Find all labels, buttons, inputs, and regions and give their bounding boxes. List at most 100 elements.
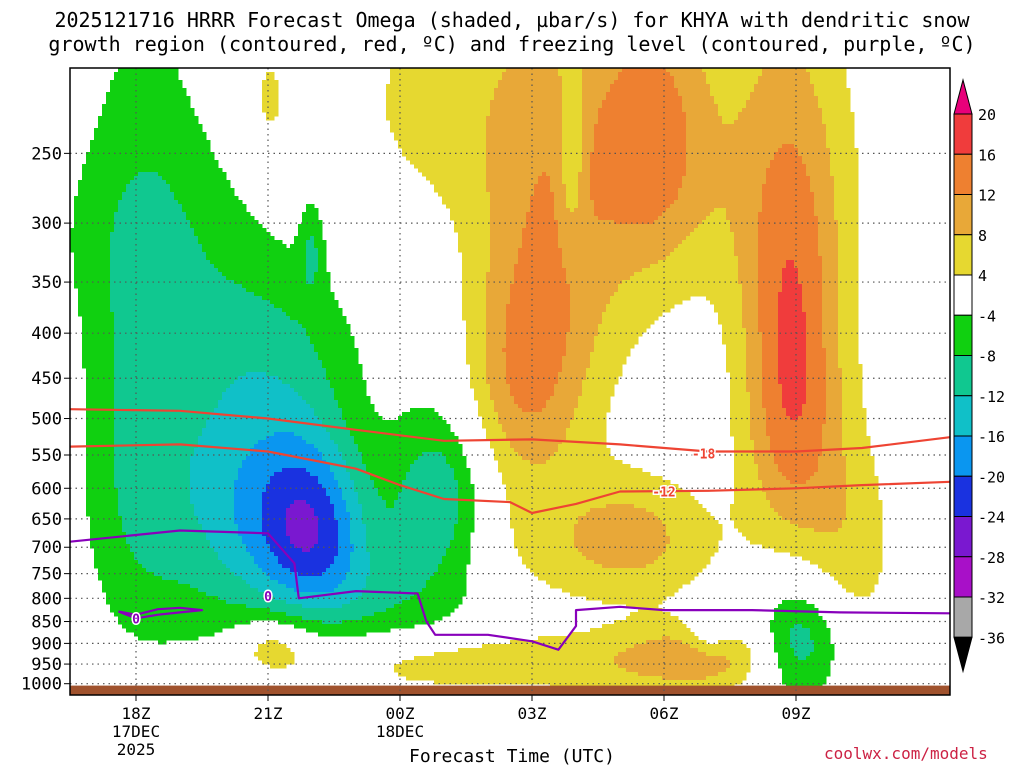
omega-cell: [226, 480, 231, 485]
omega-cell: [202, 408, 207, 413]
omega-cell: [190, 212, 195, 217]
omega-cell: [122, 308, 127, 313]
omega-cell: [210, 156, 215, 161]
omega-cell: [158, 564, 163, 569]
omega-cell: [106, 424, 111, 429]
omega-cell: [170, 604, 175, 609]
omega-cell: [122, 396, 127, 401]
omega-cell: [94, 456, 99, 461]
omega-cell: [190, 152, 195, 157]
omega-cell: [126, 420, 131, 425]
omega-cell: [170, 292, 175, 297]
omega-cell: [138, 348, 143, 353]
omega-cell: [226, 196, 231, 201]
omega-cell: [214, 548, 219, 553]
omega-cell: [174, 316, 179, 321]
omega-cell: [110, 208, 115, 213]
omega-cell: [210, 324, 215, 329]
omega-cell: [154, 188, 159, 193]
omega-cell: [178, 492, 183, 497]
omega-cell: [214, 520, 219, 525]
omega-cell: [170, 600, 175, 605]
omega-cell: [202, 280, 207, 285]
omega-cell: [222, 196, 227, 201]
omega-cell: [162, 468, 167, 473]
omega-cell: [110, 228, 115, 233]
omega-cell: [126, 564, 131, 569]
omega-cell: [158, 528, 163, 533]
omega-cell: [90, 232, 95, 237]
omega-cell: [78, 264, 83, 269]
omega-cell: [102, 492, 107, 497]
omega-cell: [130, 68, 135, 73]
omega-cell: [130, 208, 135, 213]
omega-cell: [190, 372, 195, 377]
omega-cell: [218, 192, 223, 197]
omega-cell: [130, 176, 135, 181]
omega-cell: [102, 472, 107, 477]
omega-cell: [202, 248, 207, 253]
omega-cell: [174, 292, 179, 297]
omega-cell: [194, 124, 199, 129]
omega-cell: [186, 124, 191, 129]
omega-cell: [70, 236, 75, 241]
omega-cell: [234, 216, 239, 221]
omega-cell: [226, 508, 231, 513]
omega-cell: [214, 168, 219, 173]
omega-cell: [102, 316, 107, 321]
omega-cell: [118, 108, 123, 113]
omega-cell: [94, 488, 99, 493]
omega-cell: [218, 600, 223, 605]
omega-cell: [226, 496, 231, 501]
omega-cell: [166, 224, 171, 229]
omega-cell: [74, 268, 79, 273]
omega-cell: [110, 252, 115, 257]
omega-cell: [134, 180, 139, 185]
omega-cell: [218, 232, 223, 237]
omega-cell: [106, 168, 111, 173]
omega-cell: [230, 604, 235, 609]
omega-cell: [214, 556, 219, 561]
omega-cell: [122, 540, 127, 545]
omega-cell: [86, 512, 91, 517]
omega-cell: [218, 584, 223, 589]
omega-cell: [102, 556, 107, 561]
omega-cell: [142, 284, 147, 289]
omega-cell: [130, 256, 135, 261]
omega-cell: [138, 308, 143, 313]
omega-cell: [138, 632, 143, 637]
omega-cell: [230, 584, 235, 589]
omega-cell: [218, 484, 223, 489]
omega-cell: [118, 396, 123, 401]
omega-cell: [90, 480, 95, 485]
omega-cell: [198, 564, 203, 569]
omega-cell: [198, 132, 203, 137]
omega-cell: [158, 364, 163, 369]
omega-cell: [178, 536, 183, 541]
omega-cell: [150, 176, 155, 181]
omega-cell: [222, 356, 227, 361]
omega-cell: [130, 340, 135, 345]
omega-cell: [146, 200, 151, 205]
omega-cell: [166, 344, 171, 349]
omega-cell: [146, 396, 151, 401]
omega-cell: [222, 264, 227, 269]
omega-cell: [206, 564, 211, 569]
omega-cell: [126, 592, 131, 597]
omega-cell: [170, 472, 175, 477]
omega-cell: [186, 292, 191, 297]
omega-cell: [86, 372, 91, 377]
omega-cell: [162, 304, 167, 309]
omega-cell: [86, 244, 91, 249]
omega-cell: [138, 364, 143, 369]
omega-cell: [230, 276, 235, 281]
omega-cell: [166, 124, 171, 129]
omega-cell: [78, 272, 83, 277]
omega-cell: [110, 504, 115, 509]
omega-cell: [130, 148, 135, 153]
omega-cell: [126, 276, 131, 281]
omega-cell: [206, 200, 211, 205]
omega-cell: [162, 200, 167, 205]
omega-cell: [178, 632, 183, 637]
omega-cell: [182, 488, 187, 493]
